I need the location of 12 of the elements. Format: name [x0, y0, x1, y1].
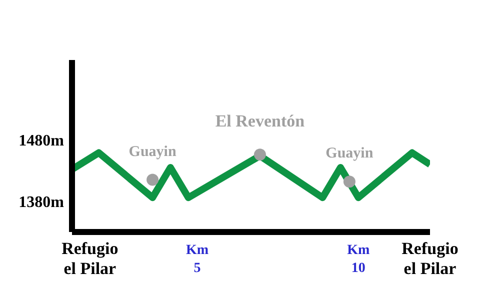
- x-tick-label: Refugio el Pilar: [402, 239, 458, 278]
- x-tick-label: Km 10: [347, 243, 370, 276]
- annotation: Guayin: [128, 144, 177, 160]
- x-tick-label: Refugio el Pilar: [62, 239, 118, 278]
- point: [146, 174, 159, 186]
- x-tick-label: Km 5: [186, 243, 209, 276]
- annotation: Guayin: [326, 146, 374, 162]
- point: [254, 148, 266, 161]
- annotation: El Reventón: [215, 112, 306, 131]
- y-tick-label: 1480m: [18, 132, 65, 150]
- y-tick-label: 1380m: [18, 194, 65, 211]
- point: [343, 176, 356, 188]
